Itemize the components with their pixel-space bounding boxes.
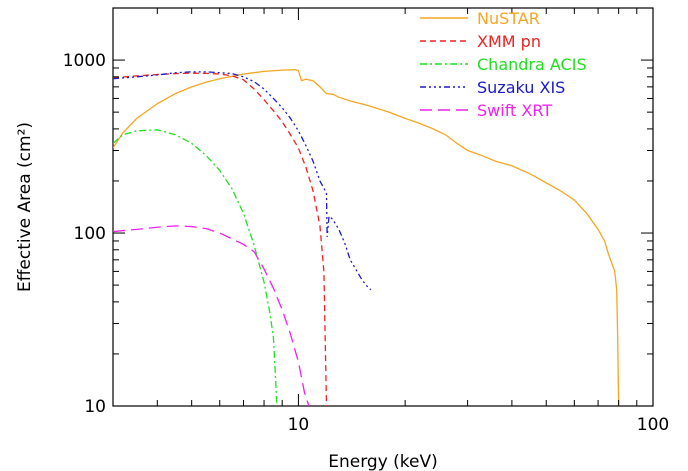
ticks-layer xyxy=(112,7,654,407)
legend: NuSTAR XMM pn Chandra ACIS Suzaku XIS Swift … xyxy=(420,9,587,120)
legend-label: Chandra ACIS xyxy=(477,55,587,74)
tick-labels-layer: 10 100 10 100 1000 xyxy=(63,51,669,435)
y-tick-label: 10 xyxy=(84,397,106,417)
y-axis-title: Effective Area (cm²) xyxy=(15,122,35,292)
series-layer xyxy=(113,69,620,406)
x-tick-label: 100 xyxy=(637,415,669,435)
series-line-chandra-acis xyxy=(113,129,278,406)
x-axis-title: Energy (keV) xyxy=(328,452,438,471)
series-line-swift-xrt xyxy=(113,225,310,406)
series-line-nustar xyxy=(113,69,620,406)
legend-label: XMM pn xyxy=(477,32,541,51)
plot-area: 10 100 10 100 1000 xyxy=(63,7,669,435)
legend-label: Suzaku XIS xyxy=(477,78,565,97)
x-tick-label: 10 xyxy=(288,415,310,435)
legend-label: Swift XRT xyxy=(477,101,552,120)
y-tick-label: 1000 xyxy=(63,51,106,71)
series-line-xmm-pn xyxy=(113,72,328,406)
legend-label: NuSTAR xyxy=(477,9,540,28)
series-line-suzaku-xis xyxy=(113,71,372,291)
plot-frame xyxy=(112,7,654,407)
y-tick-label: 100 xyxy=(74,224,106,244)
